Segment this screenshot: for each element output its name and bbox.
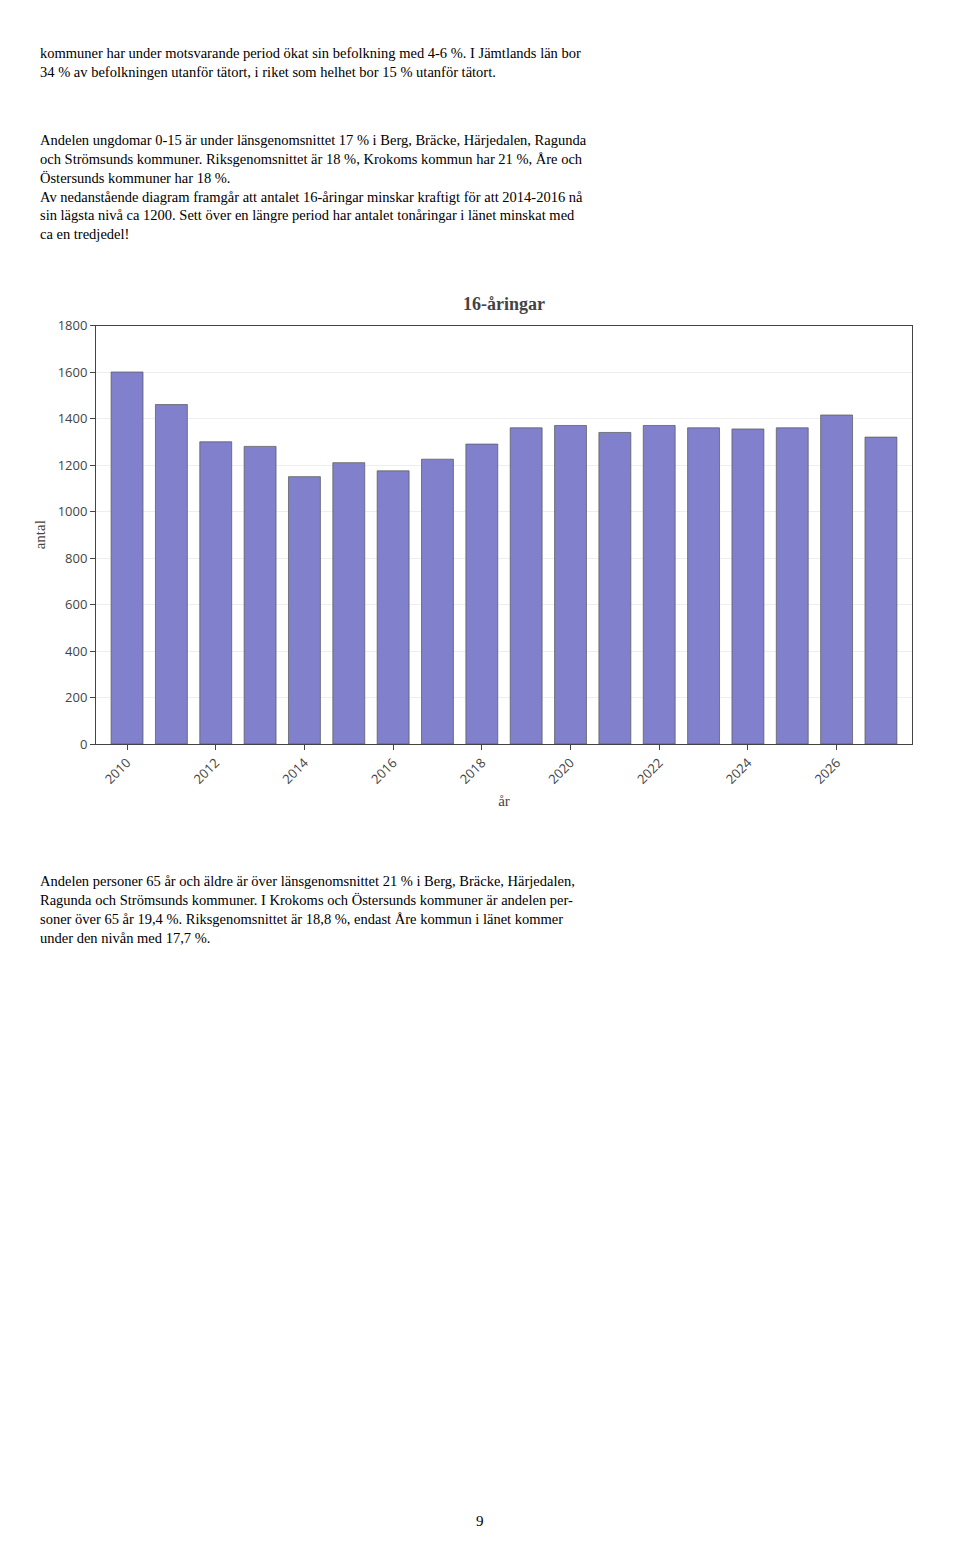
svg-text:2010: 2010 [101,754,135,788]
svg-text:2026: 2026 [810,754,844,788]
svg-text:600: 600 [65,595,87,613]
svg-text:antal: antal [32,520,48,549]
svg-text:1400: 1400 [58,409,88,427]
svg-text:200: 200 [65,688,87,706]
svg-text:1600: 1600 [58,363,88,381]
svg-text:2022: 2022 [633,754,667,788]
svg-text:2012: 2012 [189,754,223,788]
svg-text:2014: 2014 [278,753,312,787]
svg-text:800: 800 [65,549,87,567]
svg-text:0: 0 [80,735,87,753]
svg-text:9: 9 [476,1513,484,1529]
svg-text:2016: 2016 [367,754,401,788]
svg-text:2018: 2018 [456,754,490,788]
svg-text:1200: 1200 [58,456,88,474]
svg-text:Andelen personer 65 år och äld: Andelen personer 65 år och äldre är över… [40,873,575,946]
svg-text:1000: 1000 [58,502,88,520]
svg-text:år: år [498,793,510,809]
svg-text:2020: 2020 [544,754,578,788]
svg-text:1800: 1800 [58,316,88,334]
svg-text:Andelen ungdomar 0-15 är under: Andelen ungdomar 0-15 är under länsgenom… [40,132,587,242]
svg-text:400: 400 [65,642,87,660]
svg-text:16-åringar: 16-åringar [463,294,545,314]
svg-text:2024: 2024 [722,753,756,787]
svg-text:kommuner har under motsvarande: kommuner har under motsvarande period ök… [40,45,581,80]
